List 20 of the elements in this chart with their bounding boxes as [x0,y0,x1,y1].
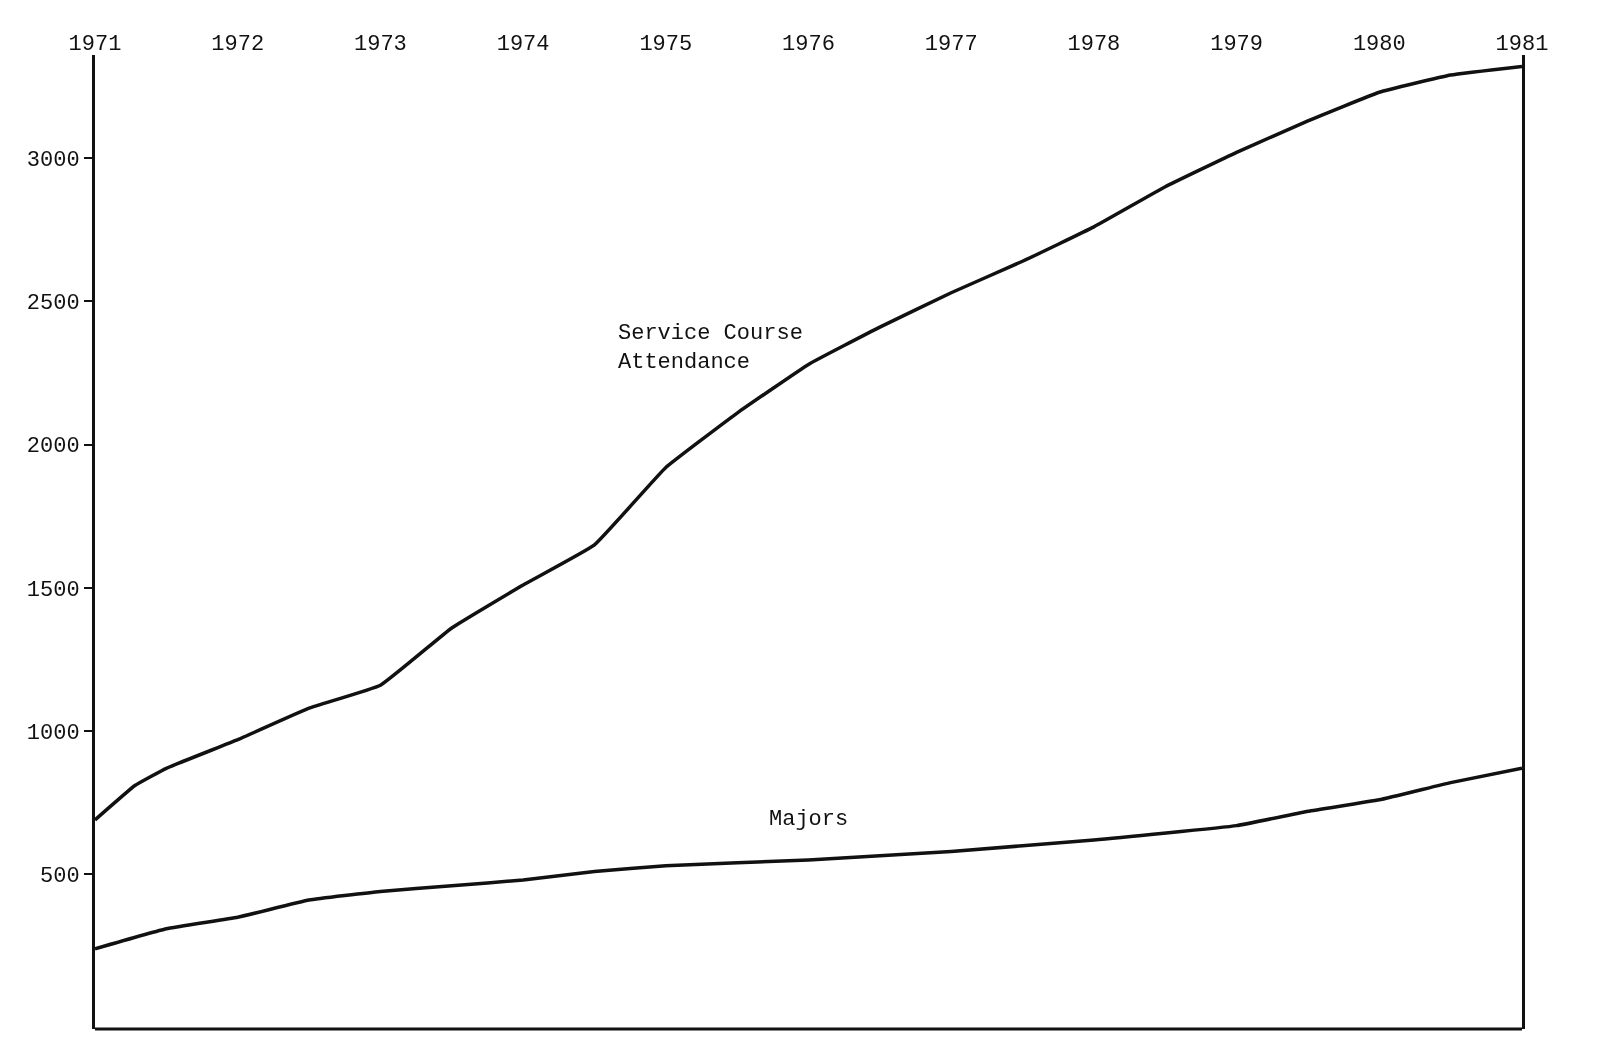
x-tick-label: 1973 [353,31,407,57]
x-tick-label: 1977 [924,31,978,57]
x-tick-label: 1976 [782,31,835,57]
x-tick-label: 1971 [68,31,122,57]
series-label: Service Course Attendance [618,321,803,375]
y-tick-label: 1000 [26,720,80,746]
x-tick-label: 1975 [639,31,693,57]
y-tick-label: 2000 [26,434,80,460]
x-tick-label: 1978 [1067,31,1121,57]
x-tick-label: 1974 [496,31,550,57]
x-tick-label: 1979 [1210,31,1264,57]
line-series [95,766,1522,951]
y-tick-label: 1500 [26,577,80,603]
y-tick-label: 3000 [26,147,80,173]
x-tick-label: 1980 [1352,31,1406,57]
y-tick-label: 500 [39,864,80,890]
x-tick-label: 1981 [1495,31,1549,57]
series-label: Majors [769,807,849,832]
x-tick-label: 1972 [211,31,265,57]
y-tick-label: 2500 [26,291,80,317]
